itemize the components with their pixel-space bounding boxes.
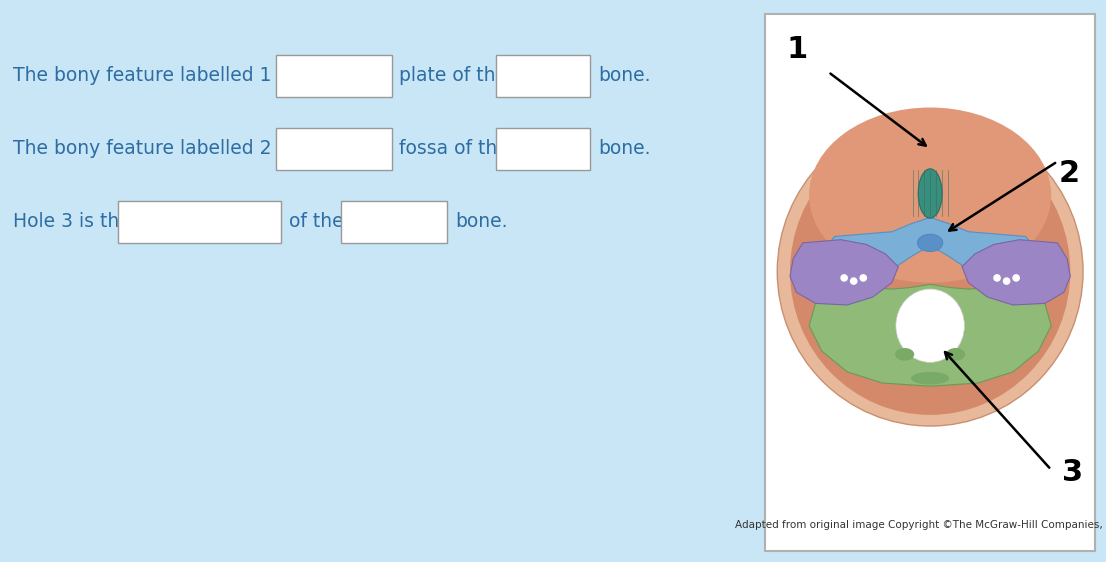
Text: bone.: bone. [598, 66, 650, 85]
Text: 1: 1 [786, 35, 808, 64]
Circle shape [1003, 277, 1011, 285]
Circle shape [841, 274, 848, 282]
FancyBboxPatch shape [765, 14, 1095, 551]
Text: Hole 3 is the: Hole 3 is the [13, 212, 131, 232]
Ellipse shape [895, 348, 915, 361]
Text: The bony feature labelled 2 is the: The bony feature labelled 2 is the [13, 139, 330, 158]
Text: The bony feature labelled 1 is the: The bony feature labelled 1 is the [13, 66, 330, 85]
Text: 2: 2 [1058, 159, 1079, 188]
Ellipse shape [911, 372, 949, 384]
Polygon shape [828, 217, 1032, 270]
Text: of the: of the [289, 212, 344, 232]
Text: bone.: bone. [598, 139, 650, 158]
FancyBboxPatch shape [275, 128, 392, 170]
FancyBboxPatch shape [117, 201, 281, 243]
Ellipse shape [917, 234, 943, 252]
Circle shape [1012, 274, 1020, 282]
Polygon shape [790, 239, 898, 305]
Ellipse shape [946, 348, 966, 361]
Text: fossa of the: fossa of the [399, 139, 509, 158]
Ellipse shape [810, 107, 1051, 283]
FancyBboxPatch shape [341, 201, 447, 243]
Polygon shape [810, 284, 1051, 386]
Ellipse shape [790, 128, 1071, 415]
FancyBboxPatch shape [497, 128, 591, 170]
Polygon shape [962, 239, 1071, 305]
Circle shape [859, 274, 867, 282]
Text: Adapted from original image Copyright ©The McGraw-Hill Companies, Inc.: Adapted from original image Copyright ©T… [735, 520, 1106, 531]
Circle shape [849, 277, 857, 285]
Text: 3: 3 [1062, 458, 1083, 487]
Circle shape [993, 274, 1001, 282]
FancyBboxPatch shape [275, 55, 392, 97]
Ellipse shape [918, 169, 942, 218]
FancyBboxPatch shape [497, 55, 591, 97]
Ellipse shape [778, 117, 1083, 426]
Text: plate of the: plate of the [399, 66, 508, 85]
Ellipse shape [896, 289, 964, 362]
Text: bone.: bone. [455, 212, 508, 232]
